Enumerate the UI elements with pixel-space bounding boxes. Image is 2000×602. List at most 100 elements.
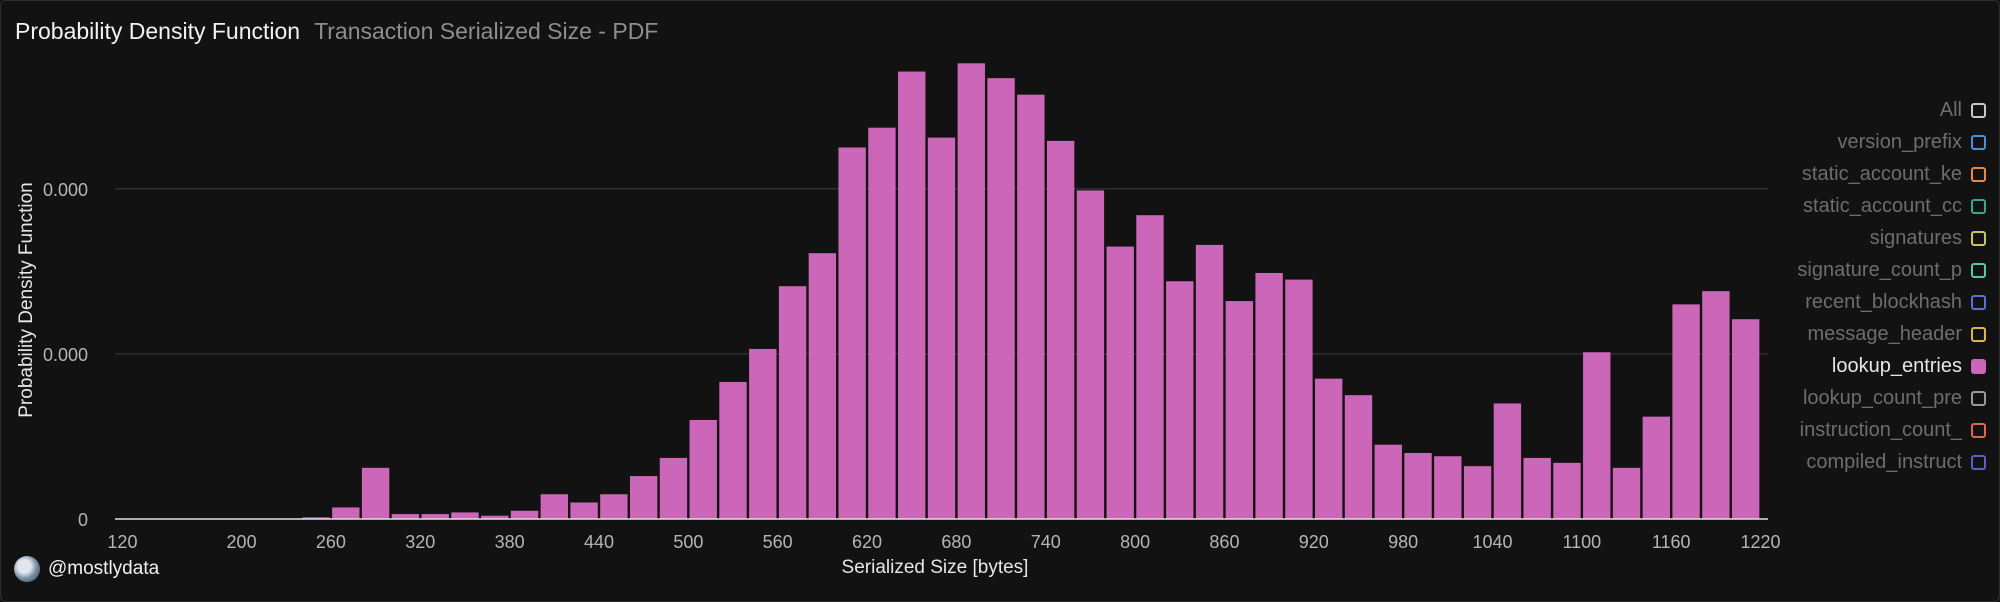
x-tick-label: 380 <box>495 532 525 552</box>
histogram-bar <box>868 127 896 519</box>
x-tick-label: 320 <box>405 532 435 552</box>
legend-label: instruction_count_ <box>1799 418 1962 441</box>
chart-header: Probability Density Function Transaction… <box>15 18 658 45</box>
histogram-bar <box>600 494 628 519</box>
legend-checkbox[interactable] <box>1971 230 1986 246</box>
legend-label: compiled_instruct <box>1806 450 1962 473</box>
histogram-bar <box>927 137 956 520</box>
legend-item[interactable]: lookup_count_pre <box>1766 382 1986 414</box>
legend-checkbox[interactable] <box>1971 422 1986 438</box>
histogram-bar <box>1404 452 1432 519</box>
legend-label: version_prefix <box>1837 130 1962 153</box>
x-tick-label: 260 <box>316 532 346 552</box>
x-tick-label: 980 <box>1388 532 1418 552</box>
legend-label: signature_count_p <box>1797 258 1962 281</box>
histogram-bar <box>1493 403 1522 519</box>
histogram-bar <box>778 286 807 519</box>
legend-label: static_account_cc <box>1803 194 1962 217</box>
legend-item[interactable]: static_account_cc <box>1766 190 1986 222</box>
histogram-bar <box>421 514 449 519</box>
x-tick-label: 1220 <box>1741 532 1781 552</box>
legend-label: All <box>1939 98 1962 121</box>
legend-label: lookup_count_pre <box>1802 386 1962 409</box>
legend-item[interactable]: message_header <box>1766 318 1986 350</box>
histogram-bar <box>808 253 837 519</box>
legend-checkbox[interactable] <box>1971 326 1986 342</box>
histogram-bar <box>1255 272 1283 519</box>
histogram-bar <box>1046 140 1075 519</box>
x-tick-label: 1160 <box>1652 532 1691 552</box>
legend-item[interactable]: All <box>1766 94 1986 126</box>
histogram-bar <box>1731 319 1760 519</box>
legend-label: signatures <box>1869 226 1962 249</box>
legend-checkbox[interactable] <box>1971 166 1986 182</box>
legend-item[interactable]: signatures <box>1766 222 1986 254</box>
x-tick-label: 620 <box>852 532 882 552</box>
x-tick-label: 500 <box>673 532 703 552</box>
x-axis-label: Serialized Size [bytes] <box>842 557 1029 578</box>
legend-checkbox[interactable] <box>1971 294 1986 310</box>
histogram-bar <box>1612 467 1641 519</box>
histogram-bar <box>1136 215 1164 520</box>
histogram-bar <box>1642 416 1671 519</box>
watermark-handle: @mostlydata <box>48 558 160 579</box>
legend-item[interactable]: lookup_entries <box>1766 350 1986 382</box>
x-tick-label: 1100 <box>1562 532 1601 552</box>
histogram-bar <box>361 467 390 519</box>
histogram-bar <box>1314 378 1343 519</box>
y-tick-label: 0.000 <box>43 345 88 365</box>
x-tick-label: 1040 <box>1472 532 1512 552</box>
legend-checkbox[interactable] <box>1971 198 1986 214</box>
legend-item[interactable]: version_prefix <box>1766 126 1986 158</box>
y-axis-label: Probability Density Function <box>16 182 37 418</box>
legend-item[interactable]: instruction_count_ <box>1766 414 1986 446</box>
legend-item[interactable]: compiled_instruct <box>1766 446 1986 478</box>
x-tick-label: 680 <box>941 532 971 552</box>
histogram-bar <box>1166 281 1194 519</box>
histogram-bar <box>629 476 658 519</box>
histogram-bar <box>570 502 598 519</box>
legend-checkbox[interactable] <box>1971 358 1986 374</box>
histogram-bar <box>957 63 985 520</box>
x-tick-label: 120 <box>107 532 137 552</box>
histogram-bar <box>1672 304 1700 519</box>
histogram-bar <box>1017 94 1045 519</box>
legend-item[interactable]: static_account_ke <box>1766 158 1986 190</box>
legend-checkbox[interactable] <box>1971 454 1986 470</box>
x-tick-label: 560 <box>763 532 793 552</box>
histogram-bar <box>987 78 1015 520</box>
legend-label: static_account_ke <box>1801 162 1962 185</box>
histogram-bar <box>719 381 747 519</box>
histogram-bar <box>838 147 866 519</box>
histogram-bar <box>1374 444 1402 519</box>
histogram-bar <box>332 507 360 519</box>
legend-checkbox[interactable] <box>1971 390 1986 406</box>
histogram-bar <box>1583 352 1611 519</box>
histogram-bar <box>1434 456 1462 519</box>
histogram-bar <box>659 457 688 519</box>
histogram-bar <box>391 514 420 519</box>
x-tick-label: 440 <box>584 532 614 552</box>
histogram-bar <box>540 494 569 519</box>
histogram-bar <box>1076 190 1105 520</box>
x-tick-label: 200 <box>227 532 257 552</box>
x-tick-label: 740 <box>1031 532 1061 552</box>
histogram-bar <box>1195 244 1224 519</box>
histogram-bar <box>302 517 330 519</box>
legend-checkbox[interactable] <box>1971 262 1986 278</box>
histogram-bar <box>1285 279 1313 519</box>
legend-item[interactable]: signature_count_p <box>1766 254 1986 286</box>
histogram-bar <box>510 510 539 519</box>
legend-item[interactable]: recent_blockhash <box>1766 286 1986 318</box>
histogram-bar <box>1106 246 1134 519</box>
chart-subtitle: Transaction Serialized Size - PDF <box>314 18 659 44</box>
legend-checkbox[interactable] <box>1971 102 1986 118</box>
legend-label: lookup_entries <box>1831 354 1962 377</box>
globe-avatar-icon <box>14 556 40 582</box>
histogram-bar <box>749 348 777 519</box>
legend-checkbox[interactable] <box>1971 134 1986 150</box>
histogram-bar <box>1463 466 1492 519</box>
histogram-bar <box>1225 301 1254 519</box>
y-tick-label: 0 <box>78 510 88 530</box>
